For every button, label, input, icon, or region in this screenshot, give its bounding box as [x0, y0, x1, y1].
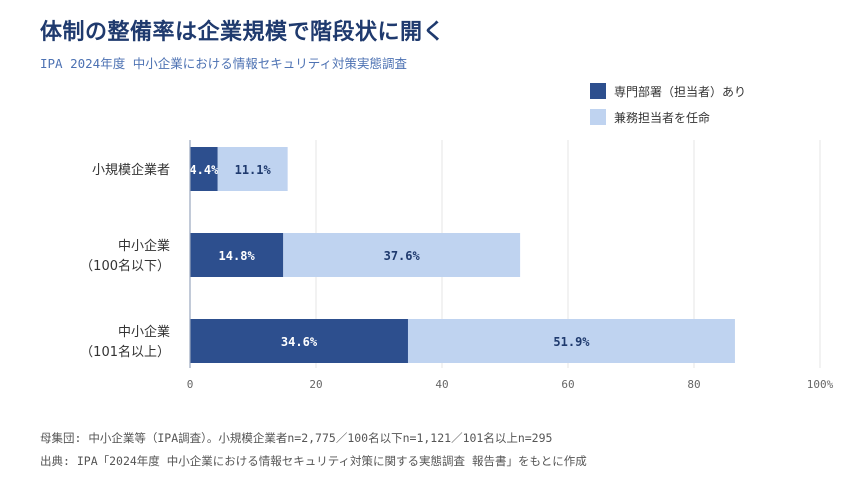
bar-segment	[217, 147, 288, 191]
bar-segment	[190, 319, 408, 363]
x-tick-label: 20	[309, 378, 322, 391]
category-label: （101名以上）	[80, 344, 170, 360]
data-label: 51.9%	[553, 335, 590, 349]
category-label: 中小企業	[118, 324, 170, 340]
x-tick-label: 0	[187, 378, 194, 391]
chart-title: 体制の整備率は企業規模で階段状に開く	[40, 20, 446, 45]
bar-segment	[190, 147, 218, 191]
chart-subtitle: IPA 2024年度 中小企業における情報セキュリティ対策実態調査	[40, 56, 407, 71]
x-tick-label: 80	[687, 378, 700, 391]
legend: 専門部署（担当者）あり 兼務担当者を任命	[590, 78, 746, 130]
category-label: 小規模企業者	[92, 162, 170, 178]
legend-swatch-concurrent	[590, 109, 606, 125]
footnote-source: 出典: IPA「2024年度 中小企業における情報セキュリティ対策に関する実態調…	[40, 454, 587, 468]
bar-segment	[283, 233, 521, 277]
footnote-population: 母集団: 中小企業等（IPA調査）。小規模企業者n=2,775／100名以下n=…	[40, 431, 553, 445]
data-label: 37.6%	[384, 249, 421, 263]
bar-segment	[190, 233, 284, 277]
data-label: 34.6%	[281, 335, 318, 349]
data-label: 4.4%	[189, 163, 219, 177]
bar-segment	[407, 319, 735, 363]
x-tick-label: 40	[435, 378, 448, 391]
legend-item-dedicated: 専門部署（担当者）あり	[590, 78, 746, 104]
bar-chart: 0 20 40 60 80 100% 4.4% 11.1% 小規模企業者 14.8% 37.6% 中小…	[80, 140, 834, 391]
category-label: 中小企業	[118, 238, 170, 254]
data-label: 14.8%	[219, 249, 256, 263]
x-tick-label: 60	[561, 378, 574, 391]
legend-label-concurrent: 兼務担当者を任命	[614, 110, 711, 125]
category-label: （100名以下）	[80, 258, 170, 274]
x-tick-label: 100%	[807, 378, 834, 391]
data-label: 11.1%	[235, 163, 272, 177]
legend-swatch-dedicated	[590, 83, 606, 99]
legend-item-concurrent: 兼務担当者を任命	[590, 104, 746, 130]
legend-label-dedicated: 専門部署（担当者）あり	[614, 84, 747, 99]
